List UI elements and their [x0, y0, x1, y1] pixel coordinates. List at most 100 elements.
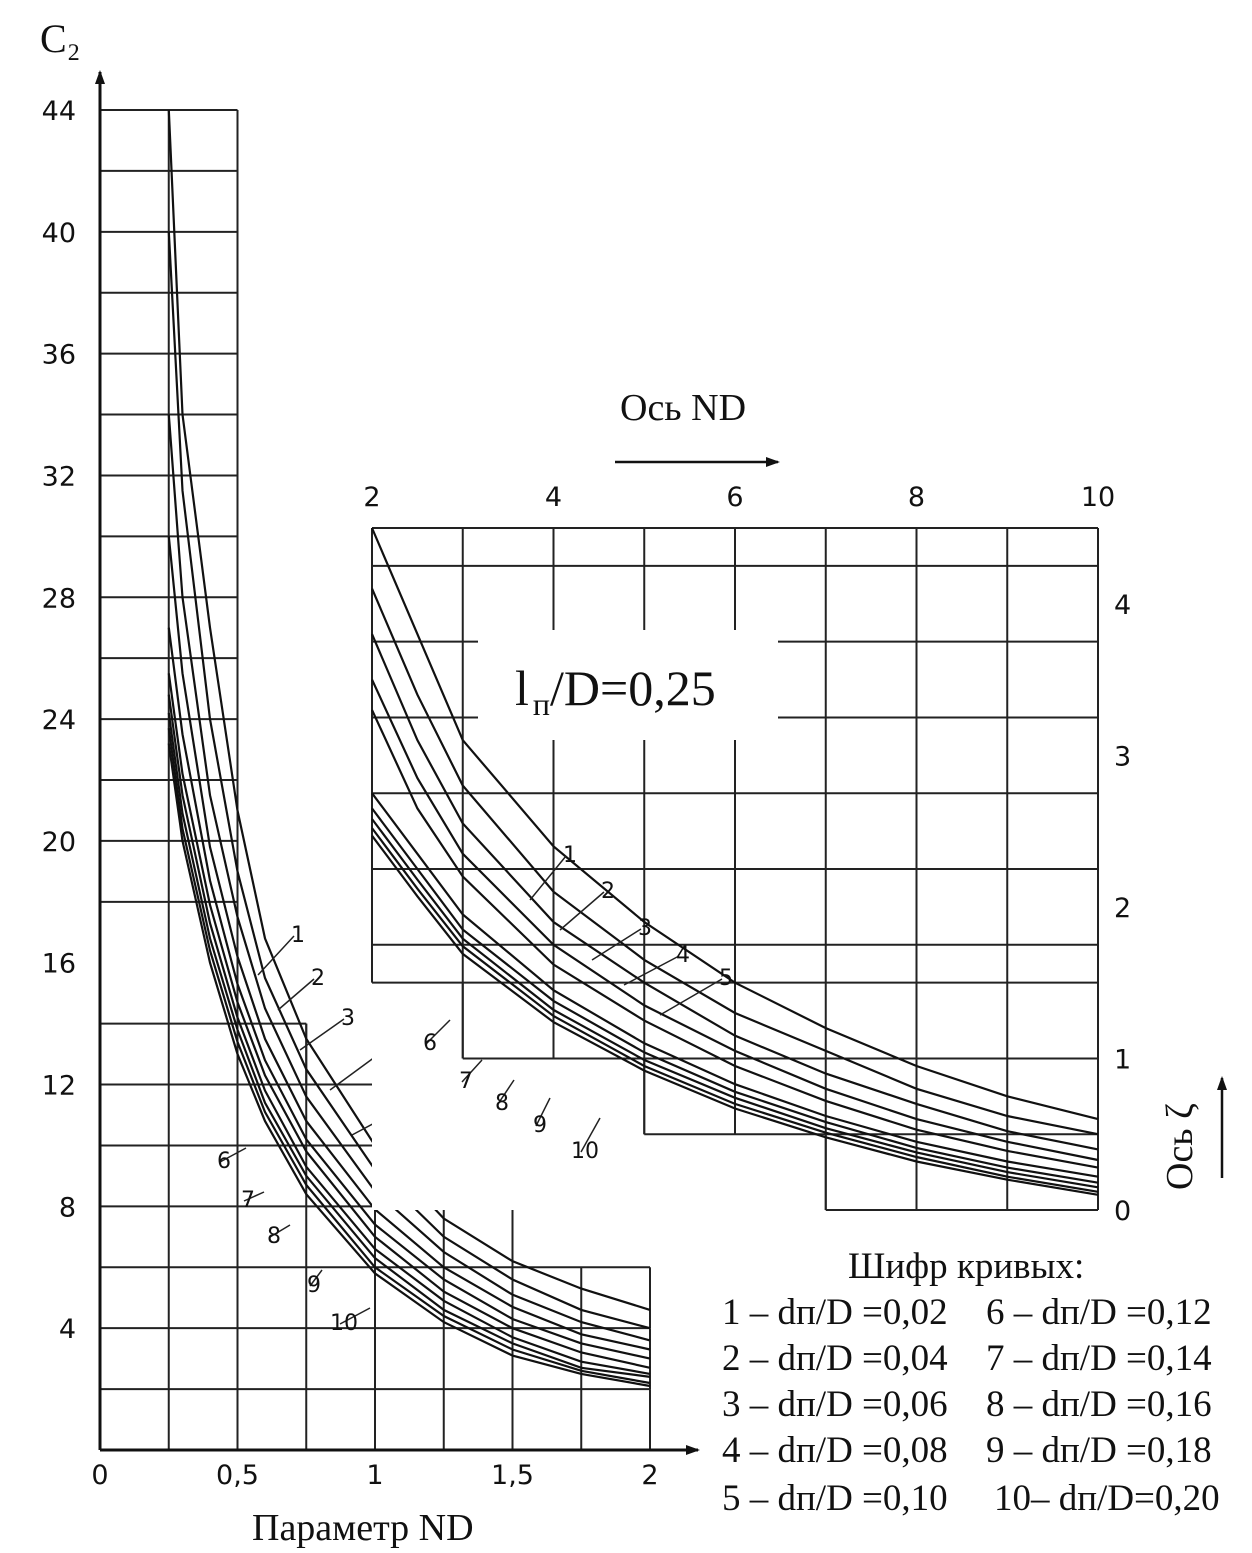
legend-row-5-left: 5 – dп/D =0,10 [722, 1478, 948, 1519]
main-y-tick-label: 16 [42, 949, 76, 980]
main-x-tick-label: 0,5 [216, 1460, 259, 1491]
inset-y-tick-label: 4 [1114, 590, 1131, 621]
inset-label-sub: п [533, 686, 550, 722]
inset-curve-1 [370, 527, 1099, 1121]
inset-curve-2 [370, 588, 1099, 1136]
inset-curve-label-6: 6 [423, 1031, 437, 1056]
inset-leader-1 [529, 855, 567, 901]
inset-leader-5 [659, 978, 723, 1016]
legend-row-2-right: 7 – dп/D =0,14 [986, 1338, 1212, 1379]
inset-curve-6 [371, 792, 1099, 1178]
main-curve-label-3: 3 [341, 1006, 355, 1031]
inset-label-rest: /D=0,25 [550, 660, 716, 716]
legend-row-1-right: 6 – dп/D =0,12 [986, 1292, 1212, 1333]
inset-curve-label-3: 3 [638, 916, 652, 941]
main-y-tick-label: 20 [42, 827, 76, 858]
inset-curve-8 [371, 818, 1099, 1189]
inset-x-axis-title: Ось ND [620, 387, 746, 429]
inset-curve-label-9: 9 [533, 1113, 547, 1138]
main-y-tick-label: 44 [42, 96, 76, 127]
svg-text:lп/D=0,25: l п/D=0,25 [515, 660, 716, 722]
inset-leader-6 [425, 1019, 451, 1045]
main-curve-label-1: 1 [291, 923, 305, 948]
legend-row-3-right: 8 – dп/D =0,16 [986, 1384, 1212, 1425]
main-x-tick-label: 1,5 [491, 1460, 534, 1491]
inset-curve-label-10: 10 [571, 1139, 599, 1164]
inset-curve-label-2: 2 [601, 879, 615, 904]
main-leader-7 [243, 1191, 265, 1202]
main-y-tick-label: 24 [42, 705, 76, 736]
main-leader-9 [309, 1269, 323, 1287]
main-curve-8 [167, 712, 651, 1378]
main-leader-1 [257, 935, 295, 976]
main-curve-label-9: 9 [307, 1273, 321, 1298]
main-chart-curves [167, 109, 651, 1388]
inset-leader-4 [623, 955, 680, 986]
inset-y-tick-label: 1 [1114, 1044, 1131, 1075]
legend-row-1-left: 1 – dп/D =0,02 [722, 1292, 948, 1333]
main-leader-4 [329, 1053, 380, 1091]
inset-y-tick-label: 0 [1114, 1196, 1131, 1227]
main-y-tick-label: 32 [42, 461, 76, 492]
inset-curve-9 [371, 827, 1099, 1193]
main-leader-10 [339, 1307, 371, 1325]
main-curve-label-6: 6 [217, 1149, 231, 1174]
main-y-tick-label: 40 [42, 218, 76, 249]
legend-row-2-left: 2 – dп/D =0,04 [722, 1338, 948, 1379]
main-curve-7 [167, 694, 651, 1375]
inset-leader-10 [580, 1117, 601, 1153]
main-curve-5 [167, 627, 651, 1360]
inset-label-main: l [515, 660, 529, 716]
main-curve-10 [167, 743, 651, 1388]
main-curve-9 [167, 728, 651, 1385]
inset-y-tick-label: 3 [1114, 741, 1131, 772]
main-leader-2 [277, 978, 315, 1011]
main-curve-4 [167, 536, 651, 1351]
inset-leader-3 [591, 928, 642, 961]
legend: Шифр кривых: 1 – dп/D =0,02 6 – dп/D =0,… [722, 1246, 1220, 1519]
inset-x-tick-label: 6 [726, 482, 743, 513]
inset-y-tick-label: 2 [1114, 893, 1131, 924]
inset-y-axis-title: Ось ζ [1159, 1103, 1201, 1190]
inset-x-tick-label: 8 [908, 482, 925, 513]
main-x-tick-label: 2 [641, 1460, 658, 1491]
inset-curve-label-5: 5 [719, 966, 733, 991]
main-curve-3 [167, 414, 651, 1342]
main-y-tick-label: 12 [42, 1071, 76, 1102]
main-curve-label-10: 10 [330, 1311, 358, 1336]
legend-row-4-left: 4 – dп/D =0,08 [722, 1430, 948, 1471]
main-y-tick-label: 8 [59, 1192, 76, 1223]
inset-curve-label-7: 7 [459, 1069, 473, 1094]
main-curve-label-2: 2 [311, 966, 325, 991]
inset-curve-7 [371, 807, 1099, 1184]
y-axis-title: C₂ [40, 16, 81, 61]
main-curve-label-8: 8 [267, 1224, 281, 1249]
main-leader-6 [219, 1147, 247, 1163]
inset-curve-3 [370, 633, 1099, 1151]
legend-title: Шифр кривых: [848, 1246, 1084, 1287]
main-curve-2 [167, 231, 651, 1330]
inset-leader-8 [497, 1079, 515, 1105]
inset-curve-label-8: 8 [495, 1091, 509, 1116]
inset-curve-4 [371, 679, 1099, 1162]
main-x-tick-label: 0 [91, 1460, 108, 1491]
inset-leader-7 [461, 1059, 483, 1083]
inset-curve-label-1: 1 [563, 843, 577, 868]
legend-row-4-right: 9 – dп/D =0,18 [986, 1430, 1212, 1471]
inset-leader-9 [535, 1097, 551, 1127]
inset-x-tick-label: 10 [1081, 482, 1115, 513]
main-curve-1 [167, 109, 651, 1311]
main-y-tick-label: 28 [42, 583, 76, 614]
legend-row-5-right: 10– dп/D=0,20 [994, 1478, 1220, 1519]
inset-parameter-label: l п/D=0,25 [478, 630, 778, 740]
inset-leader-2 [559, 891, 605, 931]
main-leader-3 [299, 1018, 345, 1051]
inset-curve-10 [371, 835, 1099, 1196]
legend-row-3-left: 3 – dп/D =0,06 [722, 1384, 948, 1425]
x-axis-title: Параметр ND [252, 1507, 474, 1549]
main-leader-8 [269, 1224, 291, 1238]
main-x-tick-label: 1 [366, 1460, 383, 1491]
